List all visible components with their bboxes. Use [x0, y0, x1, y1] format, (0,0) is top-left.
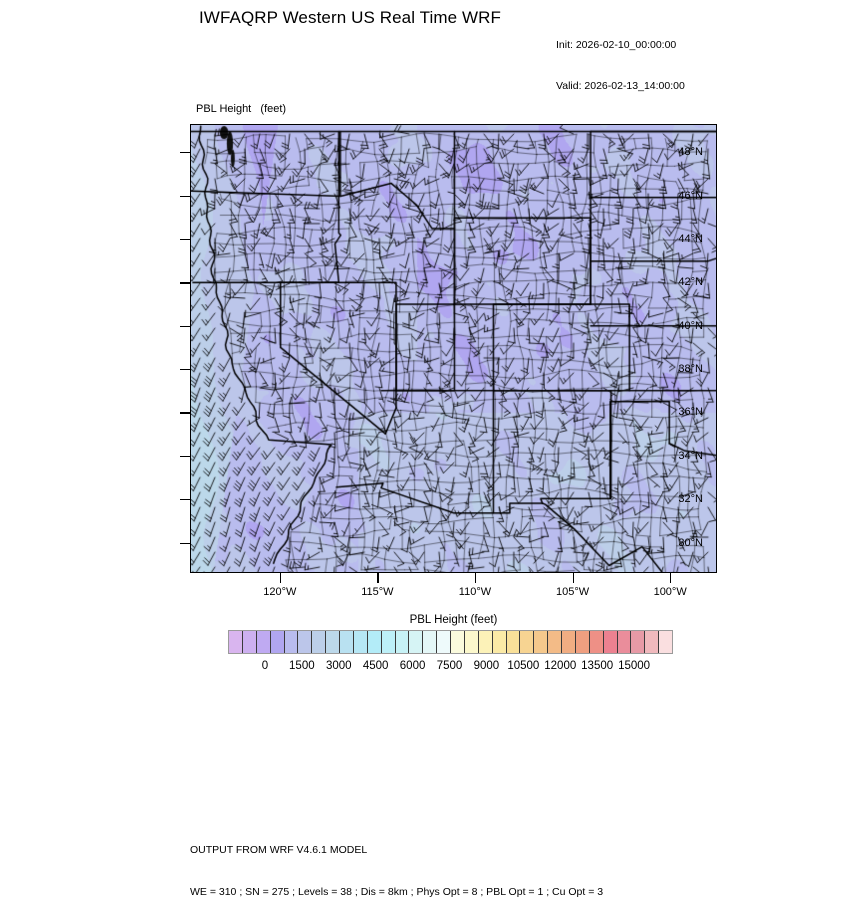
colorbar-cell — [534, 631, 549, 653]
lat-tick — [180, 152, 190, 154]
colorbar-cell — [492, 631, 507, 653]
model-version-line: OUTPUT FROM WRF V4.6.1 MODEL — [190, 844, 368, 856]
lon-tick — [572, 573, 574, 583]
colorbar-cell — [520, 631, 535, 653]
colorbar-cell — [256, 631, 271, 653]
colorbar-title: PBL Height (feet) — [409, 614, 498, 626]
colorbar-cell — [326, 631, 340, 653]
colorbar-cell — [367, 631, 382, 653]
lon-tick — [474, 573, 477, 583]
lon-tick — [279, 573, 281, 583]
colorbar-cell — [409, 631, 424, 653]
lon-tick-label: 105°W — [555, 586, 590, 598]
lat-tick-label: 42°N — [678, 276, 703, 289]
lat-tick-label: 46°N — [678, 189, 703, 202]
colorbar-cell — [381, 631, 396, 653]
colorbar-cell — [395, 631, 410, 653]
colorbar-tick-label: 0 — [261, 660, 269, 672]
init-time: Init: 2026-02-10_00:00:00 — [556, 39, 677, 51]
colorbar-cell — [478, 631, 493, 653]
colorbar-cell — [617, 631, 632, 653]
valid-time: Valid: 2026-02-13_14:00:00 — [556, 79, 685, 92]
lat-tick — [180, 238, 190, 241]
lon-tick-label: 110°W — [458, 586, 492, 598]
colorbar-cell — [284, 631, 299, 653]
colorbar-tick-label: 10500 — [507, 660, 540, 672]
colorbar-cell — [464, 631, 479, 653]
lat-tick — [180, 542, 190, 544]
colorbar-tick-label: 1500 — [289, 660, 315, 672]
colorbar-tick-label: 3000 — [325, 660, 352, 672]
colorbar-cell — [506, 631, 521, 653]
lat-tick-label: 38°N — [678, 363, 703, 376]
colorbar-cell — [589, 631, 604, 653]
colorbar-tick-labels: 0 1500 3000 4500 6000 7500 9000 10500 12000 13500… — [228, 660, 671, 676]
model-config-line: WE = 310 ; SN = 275 ; Levels = 38 ; Dis … — [190, 886, 604, 898]
lat-tick-label: 30°N — [678, 536, 703, 549]
lon-tick-label: 115°W — [361, 586, 394, 598]
colorbar-cell — [575, 631, 590, 653]
colorbar-tick-label: 7500 — [436, 660, 463, 672]
lon-tick — [670, 573, 672, 583]
colorbar-cell — [562, 631, 576, 653]
colorbar-tick-label: 15000 — [618, 660, 651, 672]
colorbar-tick-label: 4500 — [362, 660, 389, 672]
lat-tick — [180, 455, 190, 458]
page-title: IWFAQRP Western US Real Time WRF — [198, 8, 501, 27]
colorbar-cell — [312, 631, 327, 653]
colorbar-cell — [548, 631, 562, 653]
colorbar-tick-label: 12000 — [544, 660, 577, 672]
lat-tick-label: 34°N — [678, 449, 703, 462]
lat-tick-label: 44°N — [678, 232, 703, 245]
colorbar-tick-label: 9000 — [473, 660, 500, 672]
lat-tick — [180, 282, 190, 284]
forecast-timestamps: Init: 2026-02-10_00:00:00 Valid: 2026-02… — [556, 12, 685, 107]
colorbar-cell — [340, 631, 354, 653]
colorbar-cell — [603, 631, 618, 653]
colorbar-cell — [270, 631, 285, 653]
lon-tick-label: 120°W — [263, 586, 297, 598]
colorbar-cell — [423, 631, 438, 653]
map-frame — [190, 124, 717, 573]
colorbar-tick-label: 6000 — [399, 660, 426, 672]
lat-tick — [180, 195, 190, 197]
colorbar-cell — [631, 631, 646, 653]
colorbar-cell — [353, 631, 368, 653]
colorbar-cell — [242, 631, 257, 653]
lon-tick-label: 100°W — [653, 586, 687, 598]
pbl-height-label: PBL Height (feet) — [196, 103, 287, 115]
model-metadata: OUTPUT FROM WRF V4.6.1 MODEL WE = 310 ; … — [190, 815, 603, 913]
lat-tick-label: 32°N — [678, 493, 703, 506]
colorbar-cell — [298, 631, 313, 653]
lat-tick-label: 36°N — [678, 406, 703, 419]
lon-tick — [377, 573, 379, 583]
pbl-height-map[interactable] — [191, 125, 716, 572]
colorbar[interactable] — [228, 630, 673, 654]
colorbar-tick-label: 13500 — [581, 660, 614, 672]
lat-tick-label: 48°N — [678, 146, 703, 159]
colorbar-cell — [437, 631, 451, 653]
colorbar-cell — [451, 631, 465, 653]
lat-tick — [180, 369, 190, 371]
lat-tick-label: 40°N — [678, 319, 703, 332]
colorbar-cell — [659, 631, 672, 653]
colorbar-cell — [645, 631, 660, 653]
colorbar-cell — [229, 631, 243, 653]
lat-tick — [180, 499, 190, 501]
lat-tick — [180, 325, 190, 327]
lat-tick — [180, 412, 190, 414]
map-container[interactable]: 30°N 32°N 34°N 36°N 38°N 40°N 42°N 44°N 46°N 48°N… — [180, 124, 717, 598]
